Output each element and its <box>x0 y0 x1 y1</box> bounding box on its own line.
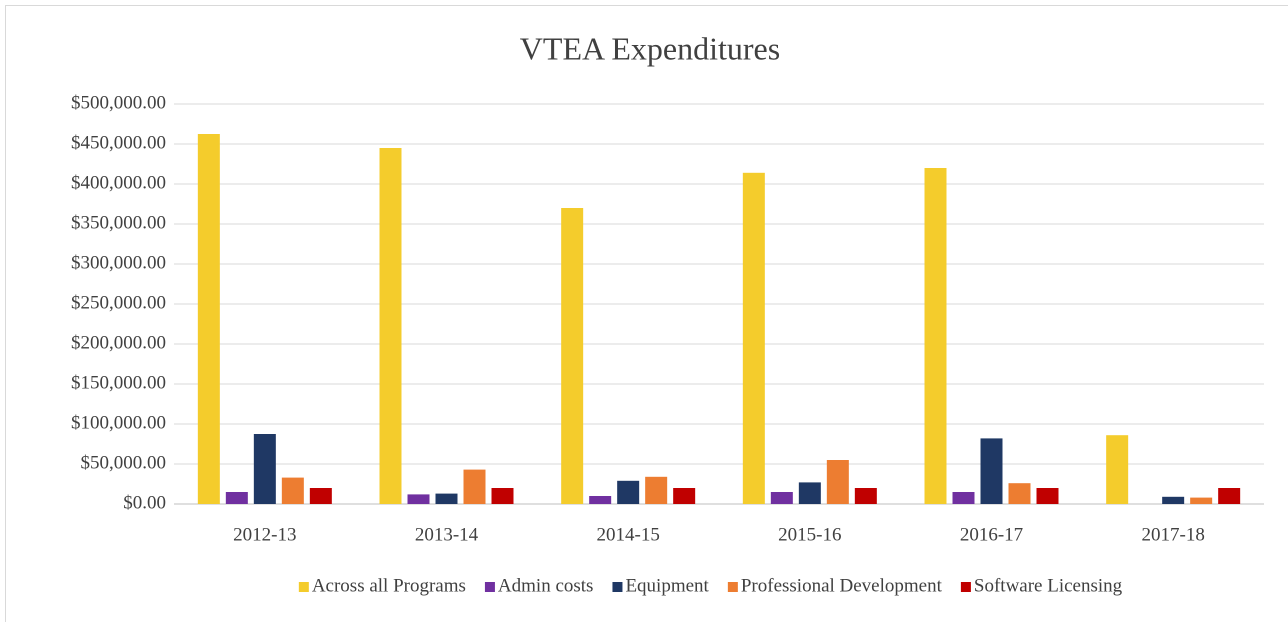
bar <box>826 460 849 504</box>
x-tick-label: 2017-18 <box>1142 524 1205 545</box>
bar <box>617 480 640 504</box>
bar <box>1162 496 1185 504</box>
y-tick-label: $500,000.00 <box>71 92 166 113</box>
bar <box>379 148 402 504</box>
bar <box>798 482 821 504</box>
bar <box>253 434 276 504</box>
bar <box>673 488 696 504</box>
bar <box>435 493 458 504</box>
chart-title: VTEA Expenditures <box>520 30 780 66</box>
y-tick-label: $100,000.00 <box>71 412 166 433</box>
bar <box>1008 483 1031 504</box>
bar <box>1218 488 1241 504</box>
bar <box>854 488 877 504</box>
y-tick-label: $350,000.00 <box>71 212 166 233</box>
legend-swatch <box>960 582 971 592</box>
legend-label: Equipment <box>625 575 709 596</box>
bar <box>281 477 304 504</box>
bar <box>1106 435 1129 504</box>
y-tick-label: $0.00 <box>123 492 166 513</box>
bar <box>742 172 765 505</box>
bar <box>407 494 430 504</box>
bar <box>197 134 220 504</box>
y-tick-label: $250,000.00 <box>71 292 166 313</box>
x-tick-label: 2016-17 <box>960 524 1023 545</box>
legend-label: Admin costs <box>498 575 594 596</box>
x-tick-label: 2013-14 <box>415 524 479 545</box>
bar <box>463 469 486 504</box>
y-tick-label: $450,000.00 <box>71 132 166 153</box>
y-tick-label: $50,000.00 <box>81 452 167 473</box>
bar <box>952 492 975 504</box>
legend-swatch <box>484 582 495 592</box>
legend-label: Professional Development <box>741 575 943 596</box>
legend-swatch <box>298 582 309 592</box>
x-tick-label: 2012-13 <box>233 524 296 545</box>
bar <box>1190 497 1213 504</box>
bar <box>561 208 584 504</box>
bar <box>225 492 248 504</box>
x-tick-label: 2014-15 <box>597 524 660 545</box>
legend-swatch <box>612 582 623 592</box>
bar <box>645 476 668 504</box>
bar <box>770 492 793 504</box>
bar <box>491 488 514 504</box>
legend-swatch <box>727 582 738 592</box>
bar <box>1036 488 1059 504</box>
y-tick-label: $150,000.00 <box>71 372 166 393</box>
bar <box>980 438 1003 504</box>
y-tick-label: $400,000.00 <box>71 172 166 193</box>
y-tick-label: $200,000.00 <box>71 332 166 353</box>
x-tick-label: 2015-16 <box>778 524 841 545</box>
bar <box>924 168 947 504</box>
bar <box>589 496 612 504</box>
legend-label: Across all Programs <box>312 575 466 596</box>
y-tick-label: $300,000.00 <box>71 252 166 273</box>
legend-label: Software Licensing <box>974 575 1123 596</box>
bar <box>309 488 332 504</box>
